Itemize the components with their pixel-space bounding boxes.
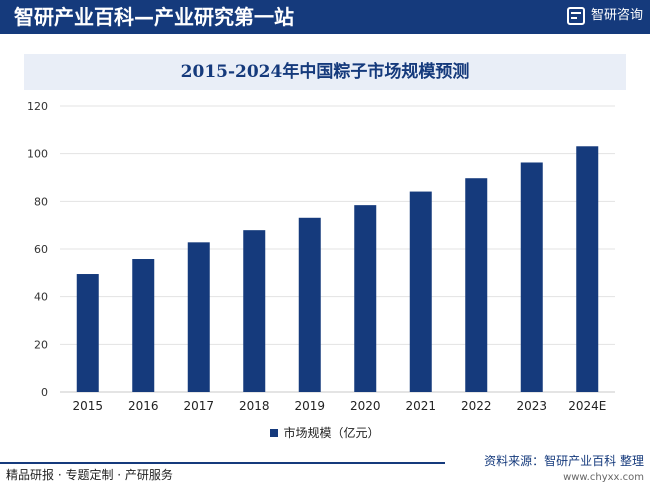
site-title: 智研产业百科—产业研究第一站	[14, 5, 294, 29]
x-tick-label: 2017	[183, 399, 214, 413]
x-tick-label: 2020	[350, 399, 381, 413]
x-tick-label: 2019	[294, 399, 325, 413]
y-tick-label: 40	[34, 291, 48, 304]
x-tick-label: 2016	[128, 399, 159, 413]
footer-source: 资料来源：智研产业百科 整理	[484, 454, 644, 468]
brand-logo-icon	[567, 7, 585, 25]
bar	[132, 259, 155, 392]
bar	[354, 205, 377, 392]
bar	[298, 217, 321, 392]
bar-chart: 0 20 40 60 80 100 120 2015 2016 2017 2018 2019 2020 2…	[27, 100, 615, 413]
bar	[243, 230, 266, 392]
bar	[465, 178, 488, 392]
bar	[409, 191, 432, 392]
y-tick-label: 100	[27, 148, 48, 161]
y-tick-label: 0	[41, 386, 48, 399]
chart-title-band: 2015-2024年中国粽子市场规模预测	[24, 54, 626, 90]
y-tick-label: 120	[27, 100, 48, 113]
x-tick-label: 2023	[516, 399, 547, 413]
x-tick-label: 2022	[461, 399, 492, 413]
legend: 市场规模（亿元）	[0, 424, 650, 444]
bar	[187, 242, 210, 392]
footer-divider	[0, 462, 445, 464]
bar	[76, 274, 99, 392]
bar	[576, 146, 599, 392]
y-tick-label: 20	[34, 338, 48, 351]
footer-url: www.chyxx.com	[563, 472, 644, 483]
y-tick-label: 80	[34, 195, 48, 208]
y-tick-label: 60	[34, 243, 48, 256]
legend-label: 市场规模（亿元）	[283, 426, 380, 440]
header-bar: 智研产业百科—产业研究第一站 智研咨询	[0, 0, 650, 34]
chart-title: 2015-2024年中国粽子市场规模预测	[180, 62, 470, 82]
x-tick-label: 2021	[405, 399, 436, 413]
brand-name: 智研咨询	[591, 8, 644, 23]
bar	[520, 162, 543, 392]
footer-services: 精品研报 · 专题定制 · 产研服务	[6, 468, 173, 482]
x-tick-label: 2018	[239, 399, 270, 413]
x-tick-label: 2024E	[568, 399, 606, 413]
legend-swatch	[270, 428, 279, 437]
x-tick-label: 2015	[72, 399, 103, 413]
